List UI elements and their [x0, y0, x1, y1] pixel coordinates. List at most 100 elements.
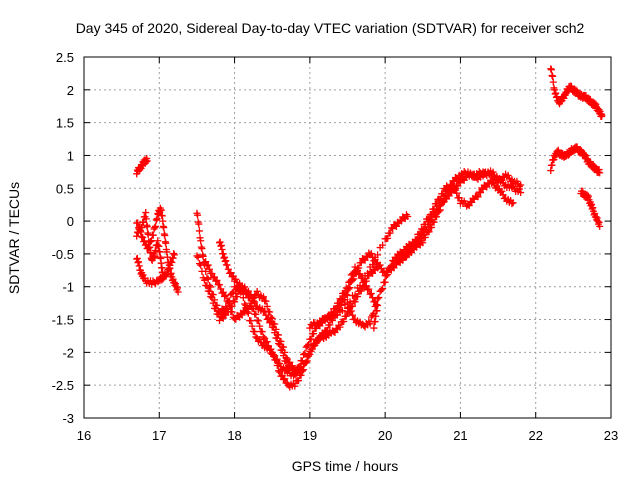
data-points	[133, 65, 606, 391]
data-point	[247, 317, 255, 325]
data-point	[203, 282, 211, 290]
data-point	[428, 216, 436, 224]
x-axis-ticks: 16 17 18 19 20 21 22 23	[77, 57, 618, 443]
data-point	[280, 352, 288, 360]
data-point	[349, 311, 357, 319]
y-tick-label: -2	[62, 345, 74, 360]
data-point	[404, 212, 412, 220]
y-tick-label: -0.5	[52, 247, 74, 262]
data-point	[515, 182, 523, 190]
data-point	[241, 300, 249, 308]
data-point	[170, 251, 178, 259]
data-point	[359, 274, 367, 282]
data-point	[251, 328, 259, 336]
data-point	[336, 323, 344, 331]
data-point	[266, 346, 274, 354]
data-point	[254, 317, 262, 325]
data-point	[350, 297, 358, 305]
data-point	[367, 250, 375, 258]
data-point	[267, 345, 275, 353]
y-tick-label: -3	[62, 411, 74, 426]
data-point	[144, 230, 152, 238]
data-point	[194, 253, 202, 261]
data-point	[509, 199, 517, 207]
data-point	[274, 367, 282, 375]
data-point	[434, 206, 442, 214]
data-point	[382, 272, 390, 280]
data-point	[340, 318, 348, 326]
data-point	[228, 308, 236, 316]
data-point	[517, 181, 525, 189]
data-point	[233, 292, 241, 300]
y-tick-label: -2.5	[52, 378, 74, 393]
data-point	[332, 311, 340, 319]
series-arc-k	[396, 168, 525, 266]
data-point	[205, 287, 213, 295]
data-point	[305, 340, 313, 348]
data-point	[374, 295, 382, 303]
data-point	[162, 239, 170, 247]
data-point	[487, 169, 495, 177]
y-tick-label: 0.5	[56, 181, 74, 196]
data-point	[161, 231, 169, 239]
data-point	[504, 171, 512, 179]
data-point	[354, 292, 362, 300]
data-point	[418, 230, 426, 238]
data-point	[517, 189, 525, 197]
data-point	[332, 304, 340, 312]
data-point	[328, 317, 336, 325]
data-point	[195, 260, 203, 268]
series-arc-i	[306, 263, 382, 332]
data-point	[262, 297, 270, 305]
data-point	[386, 263, 394, 271]
grid-lines	[84, 57, 611, 418]
data-point	[193, 252, 201, 260]
data-point	[498, 187, 506, 195]
data-point	[199, 252, 207, 260]
data-point	[384, 271, 392, 279]
data-point	[204, 275, 212, 283]
data-point	[375, 294, 383, 302]
data-point	[224, 297, 232, 305]
data-point	[251, 298, 259, 306]
data-point	[405, 250, 413, 258]
data-point	[204, 261, 212, 269]
data-point	[386, 229, 394, 237]
data-point	[474, 193, 482, 201]
data-point	[350, 275, 358, 283]
y-tick-label: 1	[67, 148, 74, 163]
data-point	[205, 265, 213, 273]
data-point	[377, 286, 385, 294]
data-point	[305, 352, 313, 360]
data-point	[133, 232, 141, 240]
data-point	[197, 237, 205, 245]
y-tick-label: 2.5	[56, 50, 74, 65]
data-point	[281, 375, 289, 383]
data-point	[226, 302, 234, 310]
series-arc-h	[216, 238, 299, 377]
data-point	[338, 307, 346, 315]
data-point	[407, 246, 415, 254]
data-point	[436, 202, 444, 210]
data-point	[198, 267, 206, 275]
data-point	[451, 186, 459, 194]
data-point	[598, 111, 606, 119]
data-point	[256, 335, 264, 343]
data-point	[232, 275, 240, 283]
x-tick-label: 16	[77, 428, 91, 443]
data-point	[423, 226, 431, 234]
data-point	[291, 368, 299, 376]
plot-border	[83, 56, 612, 419]
x-axis-label: GPS time / hours	[292, 458, 399, 474]
data-point	[341, 296, 349, 304]
data-point	[200, 276, 208, 284]
data-point	[228, 273, 236, 281]
data-point	[278, 346, 286, 354]
data-point	[347, 307, 355, 315]
data-point	[295, 377, 303, 385]
series-arc-a	[133, 154, 151, 178]
data-point	[160, 224, 168, 232]
data-point	[310, 330, 318, 338]
data-point	[266, 308, 274, 316]
data-point	[374, 264, 382, 272]
